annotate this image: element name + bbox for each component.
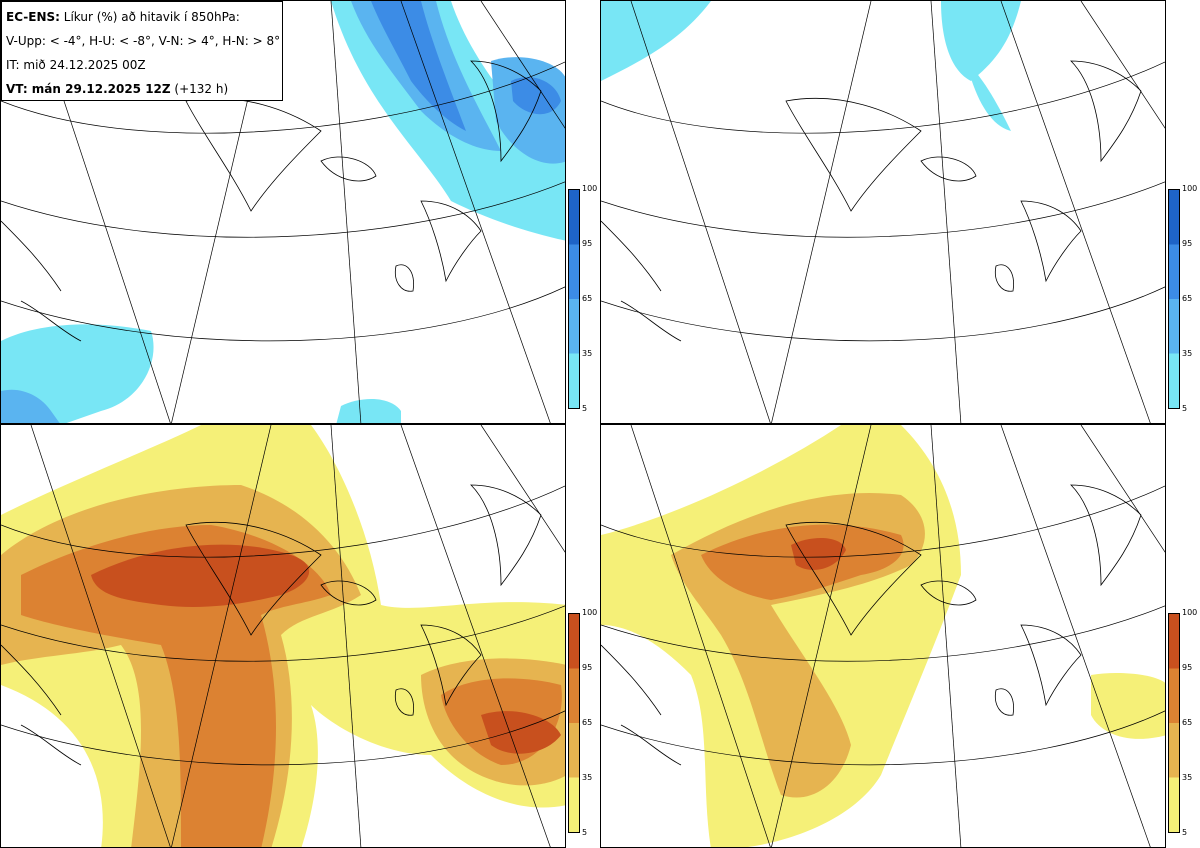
map-panel-warm-strong	[600, 424, 1166, 848]
colorbar-tick-label: 95	[582, 663, 593, 672]
colorbar-tick-label: 95	[582, 239, 593, 248]
colorbar-tick-label: 35	[1182, 773, 1193, 782]
probability-fields	[1, 425, 565, 847]
init-time: IT: mið 24.12.2025 00Z	[6, 58, 146, 72]
colorbar-cold-top-right	[1168, 189, 1180, 409]
colorbar-tick-label: 65	[582, 294, 593, 303]
colorbar-tick-label: 100	[1182, 184, 1198, 193]
colorbar-tick-label: 5	[582, 404, 588, 413]
colorbar-tick-label: 95	[1182, 239, 1193, 248]
map-canvas	[601, 425, 1165, 847]
map-canvas	[1, 1, 565, 423]
probability-fields	[601, 425, 1165, 847]
lead-time: (+132 h)	[170, 82, 229, 96]
map-canvas	[1, 425, 565, 847]
chart-title: Líkur (%) að hitavik í 850hPa:	[59, 10, 240, 24]
coastlines	[1, 484, 542, 766]
colorbar-tick-label: 65	[1182, 294, 1193, 303]
colorbar-tick-label: 95	[1182, 663, 1193, 672]
probability-fields	[1, 1, 565, 423]
colorbar-tick-label: 35	[1182, 349, 1193, 358]
graticule	[601, 425, 1165, 847]
colorbar-warm-bottom-left	[568, 613, 580, 833]
graticule	[1, 1, 565, 423]
header-infobox: EC-ENS: Líkur (%) að hitavik í 850hPa: V…	[1, 1, 283, 101]
map-canvas	[601, 1, 1165, 423]
graticule	[601, 1, 1165, 423]
coastlines	[601, 60, 1142, 342]
coastlines	[1, 60, 542, 342]
colorbar-cold-top-left	[568, 189, 580, 409]
colorbar-tick-label: 35	[582, 773, 593, 782]
colorbar-tick-label: 100	[582, 608, 598, 617]
map-panel-cold-strong	[600, 0, 1166, 424]
criteria-line: V-Upp: < -4°, H-U: < -8°, V-N: > 4°, H-N…	[6, 34, 281, 48]
model-name: EC-ENS:	[6, 10, 60, 24]
valid-time: VT: mán 29.12.2025 12Z	[6, 82, 171, 96]
probability-fields	[601, 1, 1021, 131]
map-panel-warm-moderate	[0, 424, 566, 848]
colorbar-tick-label: 35	[582, 349, 593, 358]
colorbar-tick-label: 5	[582, 828, 588, 837]
colorbar-tick-label: 5	[1182, 404, 1188, 413]
map-panel-cold-moderate: EC-ENS: Líkur (%) að hitavik í 850hPa: V…	[0, 0, 566, 424]
coastlines	[601, 484, 1142, 766]
colorbar-tick-label: 65	[582, 718, 593, 727]
colorbar-warm-bottom-right	[1168, 613, 1180, 833]
colorbar-tick-label: 100	[582, 184, 598, 193]
colorbar-tick-label: 100	[1182, 608, 1198, 617]
colorbar-tick-label: 65	[1182, 718, 1193, 727]
colorbar-tick-label: 5	[1182, 828, 1188, 837]
graticule	[1, 425, 565, 847]
